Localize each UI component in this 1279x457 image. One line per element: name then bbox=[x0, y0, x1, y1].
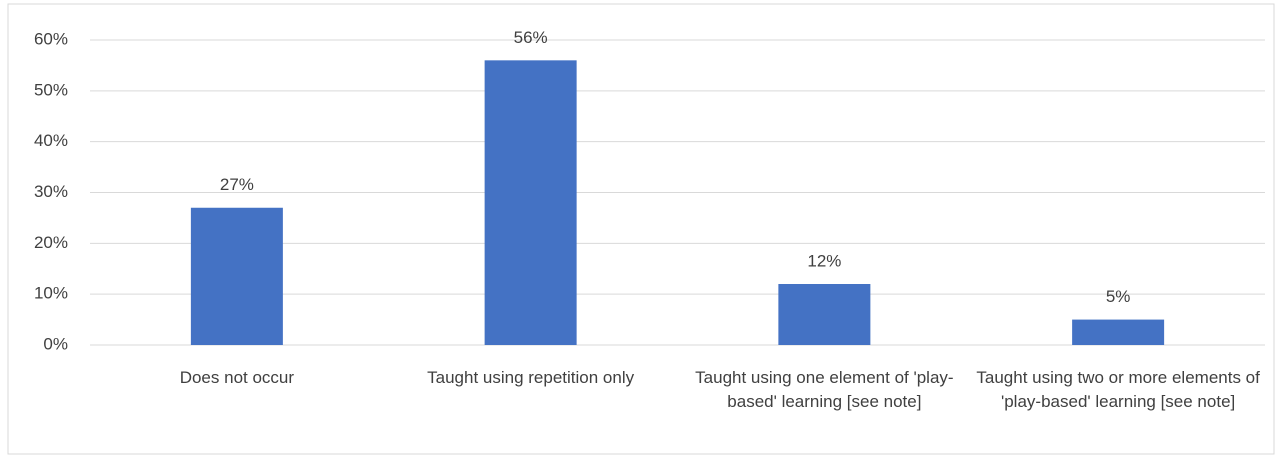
chart-frame bbox=[7, 3, 1275, 455]
x-tick-label: Does not occur bbox=[179, 368, 295, 387]
data-label: 56% bbox=[514, 28, 548, 47]
data-label: 12% bbox=[807, 251, 841, 270]
y-tick-label: 40% bbox=[34, 131, 68, 150]
y-tick-label: 60% bbox=[34, 29, 68, 48]
x-tick-label: Taught using two or more elements of 'pl… bbox=[976, 368, 1260, 411]
y-tick-label: 10% bbox=[34, 284, 68, 303]
data-label: 5% bbox=[1106, 287, 1131, 306]
bar bbox=[190, 207, 283, 345]
bar bbox=[778, 284, 871, 345]
y-tick-label: 50% bbox=[34, 80, 68, 99]
y-tick-label: 0% bbox=[43, 334, 68, 353]
x-tick-label: Taught using one element of 'play-based'… bbox=[695, 368, 954, 411]
bar bbox=[484, 60, 577, 345]
y-tick-label: 30% bbox=[34, 182, 68, 201]
data-label: 27% bbox=[220, 175, 254, 194]
x-tick-label: Taught using repetition only bbox=[427, 368, 635, 387]
y-tick-label: 20% bbox=[34, 233, 68, 252]
bar bbox=[1072, 319, 1165, 345]
